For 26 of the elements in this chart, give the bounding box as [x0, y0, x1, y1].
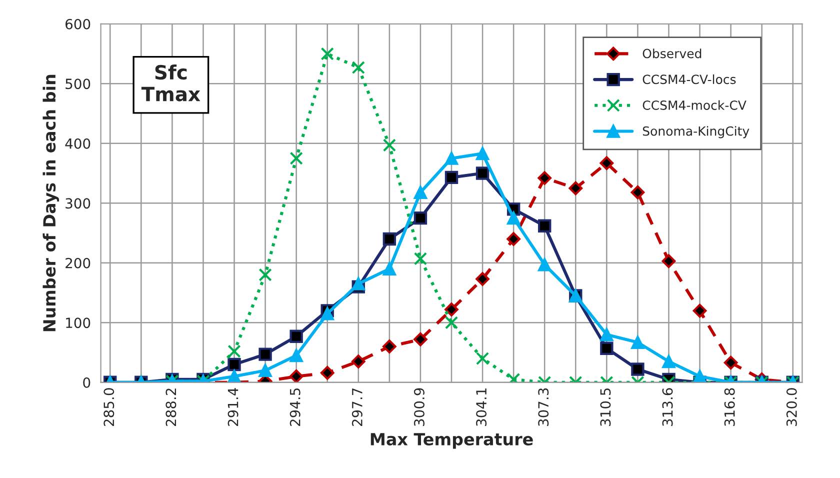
legend-label: Observed [642, 48, 702, 58]
annotation: Sfc Tmax [141, 64, 200, 102]
x-tick-label: 300.9 [414, 388, 424, 426]
y-tick-label: 100 [66, 318, 90, 328]
x-tick-label: 307.3 [538, 388, 549, 426]
x-tick-label: 310.5 [600, 388, 611, 426]
y-tick-label: 0 [83, 377, 90, 388]
y-tick-label: 600 [66, 18, 90, 30]
y-tick-label: 400 [65, 138, 90, 149]
legend-label: CCSM4-mock-CV [642, 100, 746, 110]
y-tick-label: 200 [66, 258, 90, 268]
y-tick-label: 300 [66, 198, 90, 209]
x-tick-label: 316.8 [724, 388, 735, 426]
y-tick-label: 500 [66, 78, 90, 90]
x-tick-label: 304.1 [476, 388, 487, 426]
x-tick-label: 285.0 [104, 388, 114, 426]
x-tick-label: 320.0 [786, 388, 797, 426]
x-tick-label: 294.5 [290, 388, 300, 426]
x-tick-label: 288.2 [166, 388, 176, 426]
x-tick-label: 297.7 [352, 388, 362, 426]
x-axis-title: Max Temperature [370, 433, 533, 449]
legend-label: CCSM4-CV-locs [642, 74, 736, 84]
x-tick-label: 291.4 [228, 388, 238, 426]
x-tick-label: 313.6 [662, 388, 673, 426]
y-axis-title: Number of Days in each bin [42, 74, 60, 332]
legend-label: Sonoma-KingCity [642, 126, 750, 138]
